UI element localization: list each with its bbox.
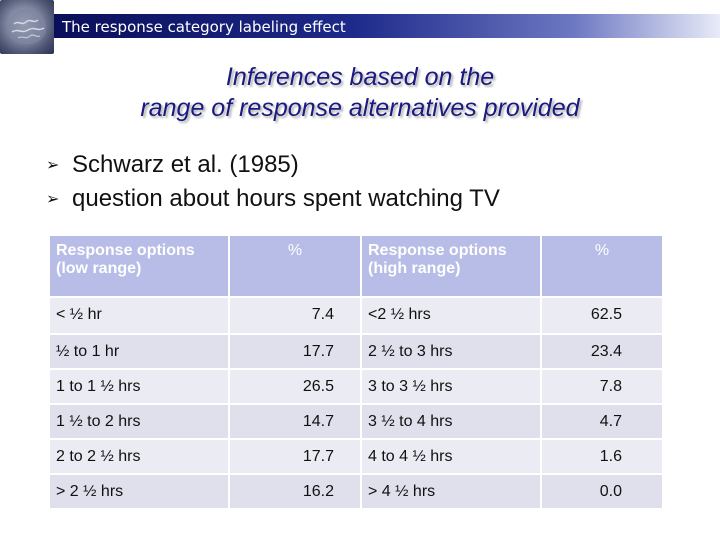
slide-title: Inferences based on the range of respons… <box>0 62 720 124</box>
table-row: 1 to 1 ½ hrs 26.5 3 to 3 ½ hrs 7.8 <box>50 370 662 403</box>
corner-logo <box>0 0 54 54</box>
low-pct-cell: 7.4 <box>230 298 360 333</box>
high-pct-cell: 4.7 <box>542 405 662 438</box>
header-title: The response category labeling effect <box>62 18 346 36</box>
low-option-cell: 1 ½ to 2 hrs <box>50 405 228 438</box>
bullet-text: question about hours spent watching TV <box>72 185 500 212</box>
high-option-cell: 2 ½ to 3 hrs <box>362 335 540 368</box>
table-row: 2 to 2 ½ hrs 17.7 4 to 4 ½ hrs 1.6 <box>50 440 662 473</box>
bullet-item: ➢ Schwarz et al. (1985) <box>46 148 500 182</box>
high-pct-cell: 0.0 <box>542 475 662 508</box>
high-option-cell: 4 to 4 ½ hrs <box>362 440 540 473</box>
header-low-pct: % <box>230 236 360 296</box>
bullet-list: ➢ Schwarz et al. (1985) ➢ question about… <box>46 148 500 216</box>
bullet-text: Schwarz et al. (1985) <box>72 151 299 178</box>
header-high-options: Response options (high range) <box>362 236 540 296</box>
bullet-item: ➢ question about hours spent watching TV <box>46 182 500 216</box>
header-low-options: Response options (low range) <box>50 236 228 296</box>
low-pct-cell: 14.7 <box>230 405 360 438</box>
slide-title-line-1: Inferences based on the <box>225 63 495 91</box>
high-pct-cell: 1.6 <box>542 440 662 473</box>
table-row: 1 ½ to 2 hrs 14.7 3 ½ to 4 hrs 4.7 <box>50 405 662 438</box>
table-row: > 2 ½ hrs 16.2 > 4 ½ hrs 0.0 <box>50 475 662 508</box>
table-row: ½ to 1 hr 17.7 2 ½ to 3 hrs 23.4 <box>50 335 662 368</box>
table-row: < ½ hr 7.4 <2 ½ hrs 62.5 <box>50 298 662 333</box>
high-option-cell: 3 ½ to 4 hrs <box>362 405 540 438</box>
response-table: Response options (low range) % Response … <box>48 234 664 510</box>
low-option-cell: ½ to 1 hr <box>50 335 228 368</box>
low-option-cell: > 2 ½ hrs <box>50 475 228 508</box>
arrowhead-bullet-icon: ➢ <box>46 157 60 174</box>
low-option-cell: 1 to 1 ½ hrs <box>50 370 228 403</box>
high-option-cell: <2 ½ hrs <box>362 298 540 333</box>
low-pct-cell: 16.2 <box>230 475 360 508</box>
brain-image-icon <box>7 8 47 45</box>
low-option-cell: < ½ hr <box>50 298 228 333</box>
low-pct-cell: 17.7 <box>230 335 360 368</box>
high-pct-cell: 23.4 <box>542 335 662 368</box>
low-option-cell: 2 to 2 ½ hrs <box>50 440 228 473</box>
table-header-row: Response options (low range) % Response … <box>50 236 662 296</box>
low-pct-cell: 26.5 <box>230 370 360 403</box>
high-pct-cell: 7.8 <box>542 370 662 403</box>
header-high-pct: % <box>542 236 662 296</box>
high-option-cell: > 4 ½ hrs <box>362 475 540 508</box>
high-pct-cell: 62.5 <box>542 298 662 333</box>
slide-title-line-2: range of response alternatives provided <box>140 94 580 122</box>
header-bar <box>54 14 720 38</box>
high-option-cell: 3 to 3 ½ hrs <box>362 370 540 403</box>
arrowhead-bullet-icon: ➢ <box>46 191 60 208</box>
low-pct-cell: 17.7 <box>230 440 360 473</box>
